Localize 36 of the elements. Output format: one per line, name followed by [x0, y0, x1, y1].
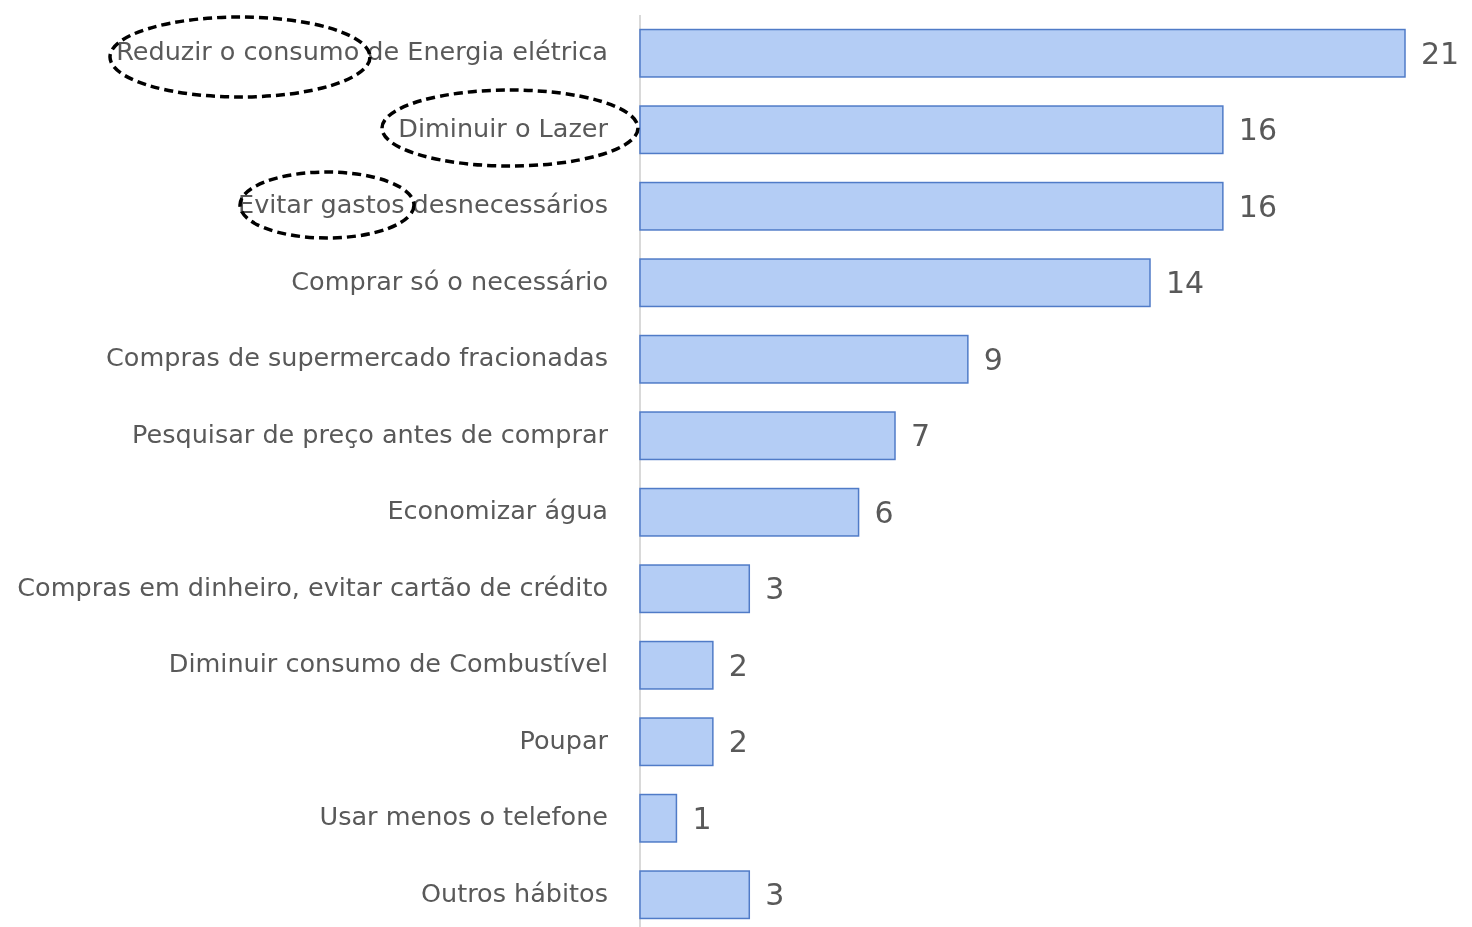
- y-tick-label: Diminuir o Lazer: [398, 112, 609, 143]
- y-tick-label: Comprar só o necessário: [291, 265, 608, 296]
- y-tick-label: Pesquisar de preço antes de comprar: [132, 418, 609, 449]
- bar: [639, 640, 714, 690]
- bar: [639, 870, 751, 920]
- y-tick-label: Economizar água: [387, 495, 608, 526]
- y-tick-label: Evitar gastos desnecessários: [238, 189, 608, 220]
- data-label: 3: [765, 571, 785, 607]
- bar: [639, 564, 751, 614]
- bar: [639, 793, 678, 843]
- y-tick-label: Compras de supermercado fracionadas: [106, 342, 608, 373]
- y-tick-label: Compras em dinheiro, evitar cartão de crédito: [17, 571, 608, 602]
- data-label: 14: [1166, 265, 1205, 301]
- bar: [639, 411, 896, 461]
- bar: [639, 334, 969, 384]
- data-label: 6: [874, 494, 894, 530]
- y-tick-label: Reduzir o consumo de Energia elétrica: [116, 36, 608, 67]
- data-label: 16: [1238, 112, 1278, 148]
- data-label: 7: [911, 418, 931, 454]
- data-label: 2: [728, 647, 748, 683]
- y-tick-label: Usar menos o telefone: [319, 801, 608, 832]
- data-label: 9: [983, 341, 1003, 377]
- bar: [639, 717, 714, 767]
- bar: [639, 181, 1224, 231]
- bar: [639, 487, 860, 537]
- y-tick-label: Diminuir consumo de Combustível: [168, 648, 608, 679]
- y-tick-label: Outros hábitos: [420, 877, 608, 908]
- bar: [639, 28, 1406, 78]
- data-label: 3: [765, 877, 785, 913]
- y-tick-label: Poupar: [519, 724, 609, 755]
- data-label: 21: [1421, 35, 1460, 71]
- bar: [639, 258, 1151, 308]
- data-label: 16: [1238, 188, 1278, 224]
- data-label: 2: [728, 724, 748, 760]
- bar: [639, 105, 1224, 155]
- data-label: 1: [692, 800, 712, 836]
